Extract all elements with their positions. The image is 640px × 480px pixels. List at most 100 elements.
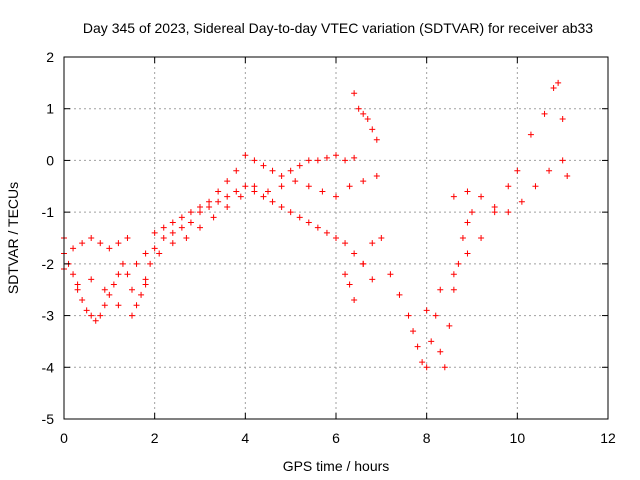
data-point	[491, 203, 498, 210]
data-point	[215, 188, 222, 195]
data-point	[351, 154, 358, 161]
data-point	[129, 286, 135, 293]
data-point	[369, 126, 376, 133]
data-point	[178, 214, 185, 221]
data-point	[419, 359, 426, 366]
data-point	[187, 219, 194, 226]
x-tick-label: 2	[151, 430, 159, 446]
data-point	[414, 343, 421, 350]
data-point	[265, 188, 271, 195]
data-point	[323, 229, 330, 236]
data-point	[197, 209, 203, 216]
data-point	[541, 110, 548, 117]
data-point	[237, 193, 244, 200]
data-point	[251, 188, 258, 195]
data-point	[106, 291, 113, 298]
data-point	[478, 235, 485, 241]
data-point	[169, 229, 176, 236]
data-point	[423, 364, 430, 371]
data-point	[464, 188, 471, 195]
data-point	[314, 157, 321, 164]
data-point	[450, 286, 457, 293]
series-scatter-trace	[342, 209, 475, 371]
data-point	[333, 152, 339, 159]
data-point	[405, 312, 412, 319]
data-point	[215, 198, 222, 205]
data-point	[333, 235, 339, 241]
data-point	[464, 219, 471, 226]
series-upper-trace	[61, 152, 358, 267]
data-point	[369, 240, 376, 247]
data-point	[491, 209, 498, 216]
y-tick-label: 2	[46, 49, 54, 65]
data-point	[387, 271, 394, 278]
data-point	[224, 178, 231, 185]
data-point	[97, 240, 104, 247]
data-point	[110, 281, 117, 288]
data-point	[160, 235, 167, 241]
x-tick-label: 8	[423, 430, 431, 446]
data-point	[378, 235, 385, 241]
series-main-trace	[61, 183, 376, 324]
grid	[64, 57, 608, 419]
y-tick-label: -5	[42, 411, 55, 427]
data-point	[469, 209, 475, 216]
data-point	[546, 167, 553, 174]
data-point	[550, 85, 557, 92]
data-point	[101, 286, 108, 293]
data-point	[342, 240, 349, 247]
data-point	[342, 271, 349, 278]
data-point	[129, 312, 135, 319]
data-point	[70, 245, 77, 252]
x-tick-label: 12	[600, 430, 616, 446]
data-point	[70, 271, 77, 278]
data-point	[351, 90, 358, 97]
data-point	[296, 214, 303, 221]
data-point	[269, 167, 276, 174]
data-point	[115, 271, 122, 278]
y-axis-label: SDTVAR / TECUs	[5, 182, 21, 294]
data-point	[142, 250, 149, 257]
data-point	[187, 209, 194, 216]
data-point	[278, 203, 285, 210]
data-point	[527, 131, 534, 138]
data-point	[156, 250, 163, 257]
y-tick-label: -4	[42, 359, 55, 375]
data-point	[446, 322, 453, 329]
data-point	[119, 260, 126, 267]
data-point	[369, 276, 376, 283]
data-point	[564, 172, 571, 179]
series-right-lower-trace	[450, 157, 566, 216]
data-point	[373, 172, 380, 179]
x-tick-label: 0	[60, 430, 68, 446]
data-point	[342, 157, 349, 164]
data-point	[455, 260, 462, 267]
data-point	[224, 203, 231, 210]
data-point	[432, 312, 439, 319]
data-point	[197, 224, 203, 231]
data-point	[106, 245, 113, 252]
data-point	[478, 193, 485, 200]
data-point	[319, 188, 326, 195]
data-point	[133, 260, 140, 267]
data-point	[88, 312, 95, 319]
data-point	[169, 240, 176, 247]
series-middle-trace	[61, 172, 380, 319]
data-point	[360, 110, 367, 117]
data-point	[360, 260, 367, 267]
data-point	[260, 193, 267, 200]
data-point	[147, 260, 154, 267]
data-point	[296, 162, 303, 169]
data-point	[305, 219, 312, 226]
data-point	[92, 317, 99, 324]
data-point	[505, 209, 512, 216]
data-point	[410, 328, 417, 335]
data-point	[505, 183, 512, 190]
data-point	[360, 178, 367, 185]
data-point	[138, 291, 145, 298]
data-point	[323, 154, 330, 161]
data-point	[233, 188, 240, 195]
data-point	[74, 286, 81, 293]
